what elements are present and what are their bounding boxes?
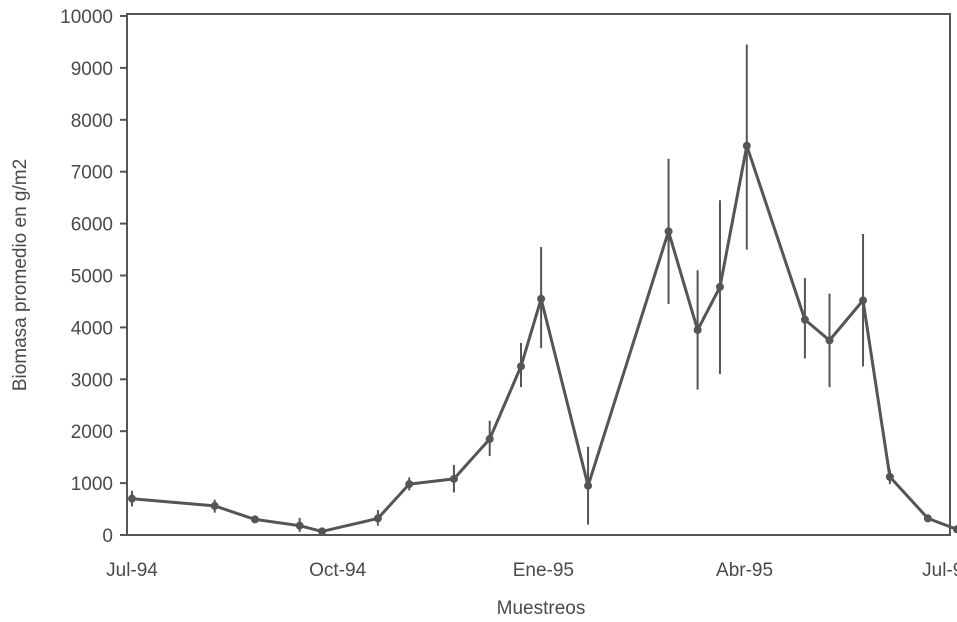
series-line	[131, 144, 957, 533]
data-point	[715, 282, 724, 291]
data-point	[537, 294, 546, 303]
y-tick-label: 1000	[71, 474, 113, 495]
y-tick-label: 9000	[71, 59, 113, 80]
data-point	[128, 494, 136, 503]
data-point	[859, 296, 868, 305]
data-point	[250, 515, 259, 524]
y-tick-label: 7000	[71, 163, 113, 184]
data-point	[825, 336, 834, 345]
y-tick-label: 10000	[60, 7, 113, 28]
data-point	[295, 521, 304, 530]
data-point	[800, 315, 809, 324]
x-tick-label: Ene-95	[513, 560, 574, 581]
x-tick-label: Oct-94	[309, 560, 366, 581]
x-axis-title: Muestreos	[497, 598, 586, 619]
x-axis: Jul-94 Oct-94 Ene-95 Abr-95 Jul-95	[106, 560, 957, 581]
data-point	[952, 525, 957, 534]
y-tick-label: 0	[102, 526, 113, 547]
data-point	[405, 480, 414, 489]
x-tick-label: Jul-95	[922, 560, 957, 581]
data-point	[742, 141, 751, 150]
data-point	[318, 527, 327, 536]
y-tick-label: 8000	[71, 111, 113, 132]
y-tick-label: 4000	[71, 318, 113, 339]
data-point	[693, 325, 702, 334]
data-point	[373, 514, 382, 523]
y-tick-label: 3000	[71, 370, 113, 391]
x-tick-label: Jul-94	[106, 560, 158, 581]
data-point	[923, 514, 932, 523]
y-axis: 0 1000 2000 3000 4000 5000 6000 7000 8000 9000 100…	[60, 7, 127, 547]
error-bars	[131, 44, 957, 534]
x-tick-label: Abr-95	[716, 560, 773, 581]
data-point	[664, 227, 673, 236]
data-point	[885, 472, 894, 481]
data-point	[516, 362, 525, 371]
data-point	[584, 481, 593, 490]
y-axis-title: Biomasa promedio en g/m2	[10, 159, 31, 391]
y-tick-label: 6000	[71, 215, 113, 236]
plot-area-frame	[126, 13, 951, 536]
data-points	[128, 141, 957, 536]
data-point	[485, 434, 494, 443]
data-point	[210, 501, 219, 510]
y-tick-label: 2000	[71, 422, 113, 443]
y-tick-label: 5000	[71, 267, 113, 288]
data-point	[449, 474, 458, 483]
